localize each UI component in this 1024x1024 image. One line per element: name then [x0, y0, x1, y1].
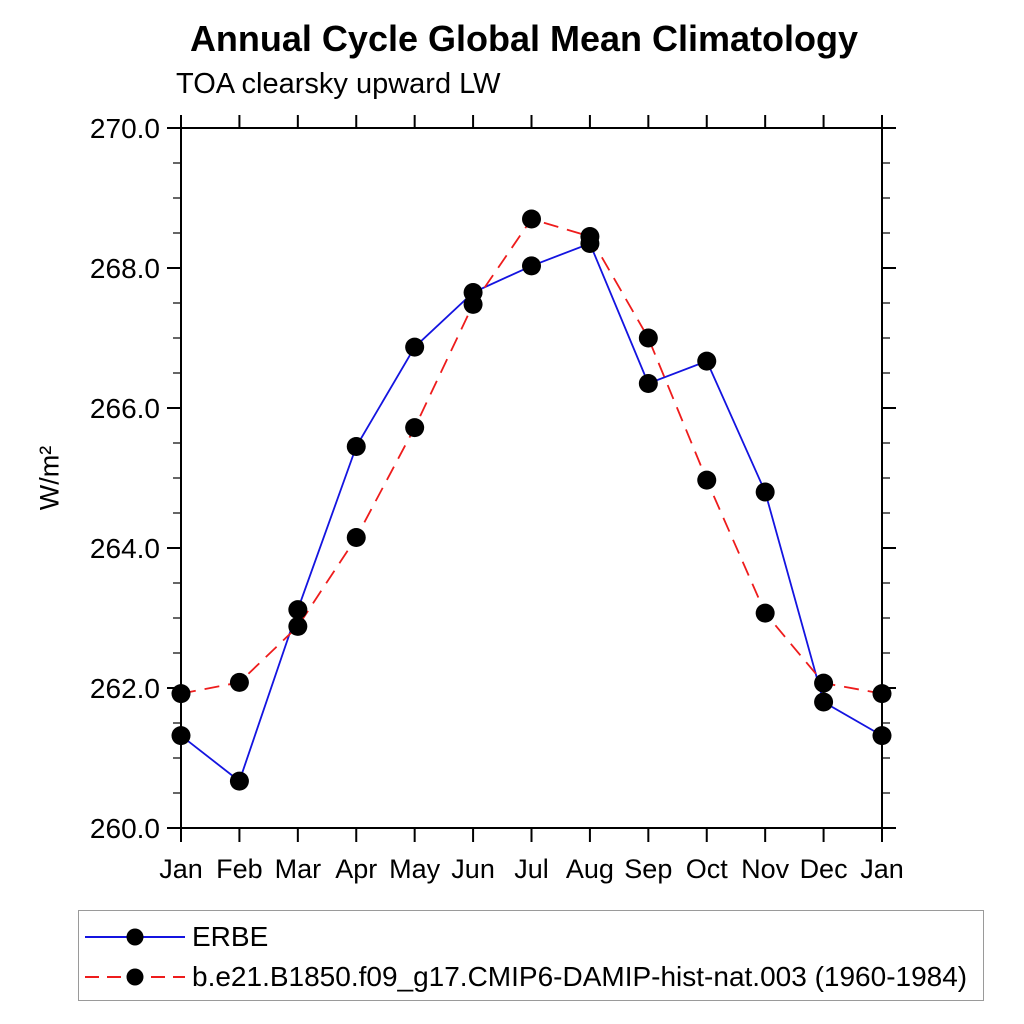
x-tick-label: Oct: [686, 854, 729, 884]
legend: ERBE b.e21.B1850.f09_g17.CMIP6-DAMIP-his…: [78, 910, 984, 1001]
erbe-line-marker-icon: [85, 919, 185, 955]
series-markers-0: [171, 234, 892, 791]
y-tick-label: 264.0: [90, 533, 160, 564]
y-tick-label: 270.0: [90, 113, 160, 144]
y-tick-label: 260.0: [90, 813, 160, 844]
x-tick-label: Nov: [741, 854, 790, 884]
x-tick-label: Jan: [159, 854, 203, 884]
x-tick-label: Mar: [275, 854, 322, 884]
x-tick-label: Apr: [335, 854, 377, 884]
y-axis-ticks: 260.0 262.0 264.0 266.0 268.0 270.0: [90, 113, 896, 844]
series-markers-1: [171, 209, 892, 704]
legend-item-model: b.e21.B1850.f09_g17.CMIP6-DAMIP-hist-nat…: [85, 959, 967, 995]
legend-item-erbe: ERBE: [85, 919, 268, 955]
chart-subtitle: TOA clearsky upward LW: [176, 68, 501, 100]
y-tick-label: 262.0: [90, 673, 160, 704]
x-tick-label: Jun: [451, 854, 495, 884]
x-axis-ticks: Jan Feb Mar Apr May Jun Jul Aug Sep Oct Nov Dec Jan: [159, 115, 904, 884]
y-tick-label: 266.0: [90, 393, 160, 424]
y-tick-label: 268.0: [90, 253, 160, 284]
legend-label-model: b.e21.B1850.f09_g17.CMIP6-DAMIP-hist-nat…: [192, 961, 968, 992]
plot-frame: [180, 127, 883, 829]
model-line-marker-icon: [85, 959, 185, 995]
x-tick-label: May: [389, 854, 441, 884]
series-line-0: [180, 242, 883, 783]
x-tick-label: Jan: [860, 854, 904, 884]
x-tick-label: Jul: [514, 854, 549, 884]
x-tick-label: Feb: [216, 854, 263, 884]
x-tick-label: Aug: [566, 854, 614, 884]
x-tick-label: Dec: [800, 854, 848, 884]
series-line-1: [180, 217, 883, 695]
x-tick-label: Sep: [624, 854, 672, 884]
chart-title: Annual Cycle Global Mean Climatology: [189, 18, 859, 59]
legend-label-erbe: ERBE: [192, 921, 269, 952]
